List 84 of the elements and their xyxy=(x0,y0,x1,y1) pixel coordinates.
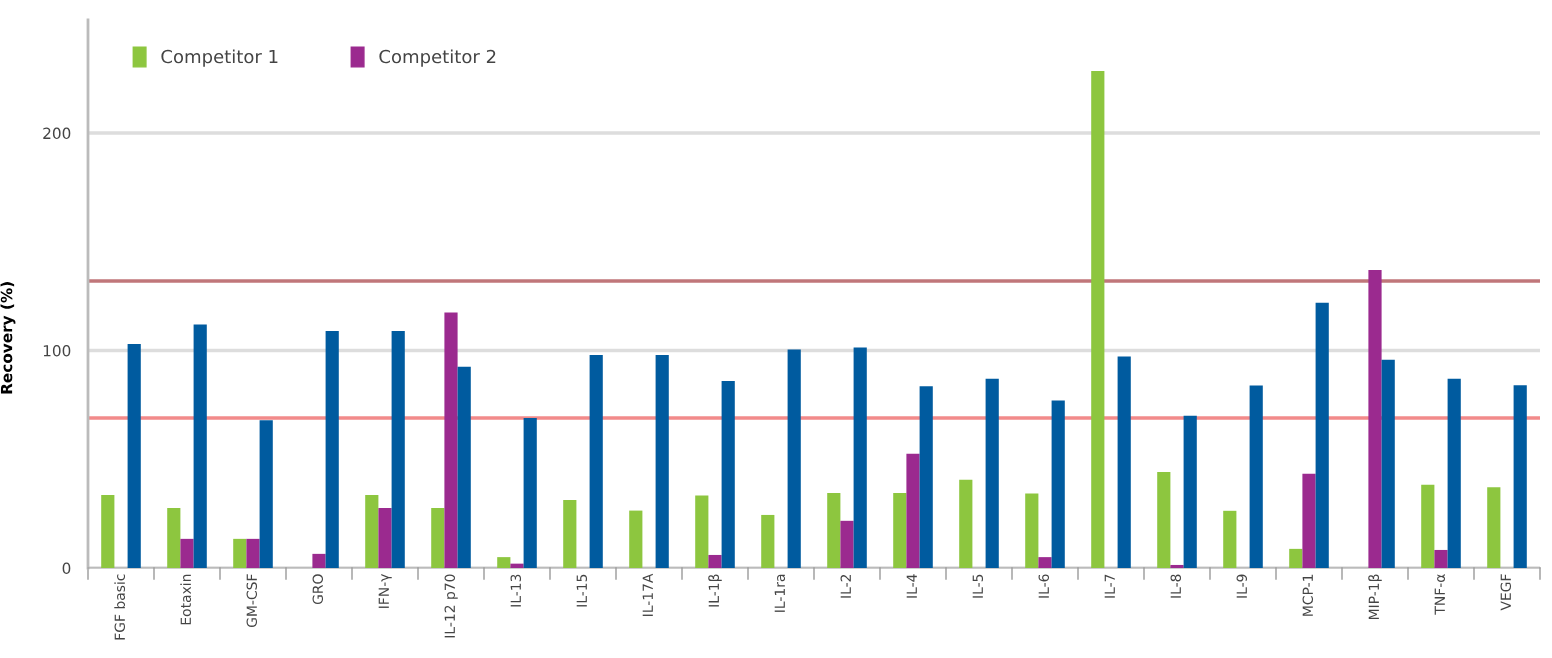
bar xyxy=(378,507,392,568)
x-tick-label: IL-17A xyxy=(642,573,653,616)
bar xyxy=(906,453,920,568)
x-tick-label: FGF basic xyxy=(114,574,126,640)
bar xyxy=(1447,378,1461,568)
bar xyxy=(1487,487,1501,568)
bar xyxy=(259,420,273,568)
x-tick-label: IL-8 xyxy=(1170,574,1182,598)
x-tick-label: MCP-1 xyxy=(1302,574,1314,616)
bar xyxy=(127,344,141,568)
x-tick-label: IL-4 xyxy=(906,574,917,598)
y-axis-title: Recovery (%) xyxy=(0,282,16,394)
bar xyxy=(1513,385,1527,568)
bar xyxy=(457,366,471,568)
bar xyxy=(167,507,181,568)
bar xyxy=(708,554,722,568)
bar xyxy=(1421,484,1435,568)
bar xyxy=(193,324,207,568)
y-tick-label: 200 xyxy=(43,127,71,140)
bar xyxy=(827,492,841,568)
bar xyxy=(1381,359,1395,568)
bar xyxy=(629,510,643,568)
bar xyxy=(695,495,709,568)
x-tick-label: IL-2 xyxy=(840,574,851,598)
x-tick-label: VEGF xyxy=(1500,574,1512,611)
x-tick-label: MIP-1β xyxy=(1368,574,1382,620)
bar xyxy=(523,417,537,568)
bar xyxy=(444,312,458,568)
bar xyxy=(1051,400,1065,568)
bar xyxy=(391,330,405,568)
bar xyxy=(1091,70,1105,568)
bar xyxy=(589,354,603,568)
bar xyxy=(1249,385,1263,568)
x-tick-label: IFN-γ xyxy=(378,573,392,608)
bar xyxy=(497,557,511,568)
x-tick-label: IL-1β xyxy=(708,574,722,607)
bar xyxy=(101,494,115,568)
bar xyxy=(1157,471,1171,568)
bar xyxy=(1183,415,1197,568)
y-tick-label: 100 xyxy=(43,345,71,357)
bar xyxy=(853,347,867,568)
bar xyxy=(1315,302,1329,568)
bar xyxy=(721,380,735,568)
bar xyxy=(1302,473,1316,568)
bar xyxy=(893,492,907,568)
legend-label: Competitor 1 xyxy=(161,49,278,67)
bar xyxy=(233,538,247,568)
y-tick-label: 0 xyxy=(62,562,71,575)
bar xyxy=(1170,564,1184,568)
bar xyxy=(563,499,577,568)
bar xyxy=(1434,549,1448,568)
bar xyxy=(325,330,339,568)
bar xyxy=(655,354,669,568)
bar xyxy=(840,520,854,568)
bar xyxy=(1289,548,1303,568)
bar xyxy=(761,514,775,568)
x-tick-label: IL-13 xyxy=(510,574,522,607)
bar xyxy=(787,349,801,568)
x-tick-label: GM-CSF xyxy=(246,574,258,628)
x-tick-label: IL-12 p70 xyxy=(444,574,458,638)
bar xyxy=(1223,510,1237,568)
x-tick-label: IL-15 xyxy=(576,574,588,607)
x-tick-label: Eotaxin xyxy=(180,574,192,625)
x-tick-label: IL-9 xyxy=(1236,574,1248,598)
bar xyxy=(1025,493,1039,568)
bar xyxy=(1117,356,1131,568)
x-tick-label: GRO xyxy=(312,574,324,605)
bar xyxy=(365,494,379,568)
bar xyxy=(312,553,326,568)
x-tick-label: IL-7 xyxy=(1104,574,1115,598)
bar xyxy=(246,538,260,568)
bar xyxy=(431,507,445,568)
bar xyxy=(510,563,524,568)
legend-label: Competitor 2 xyxy=(379,49,496,67)
x-tick-label: TNF-α xyxy=(1434,574,1445,615)
x-tick-label: IL-1ra xyxy=(774,574,786,612)
bar xyxy=(1038,557,1052,568)
bar xyxy=(919,386,933,568)
x-tick-label: IL-5 xyxy=(972,574,984,598)
bar xyxy=(180,538,194,568)
bar xyxy=(1368,270,1382,568)
bar xyxy=(985,378,999,568)
x-tick-label: IL-6 xyxy=(1038,574,1050,598)
bar xyxy=(959,479,973,568)
